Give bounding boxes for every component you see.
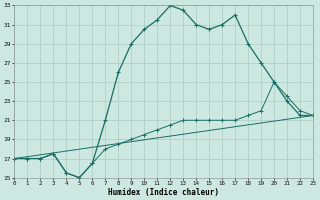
X-axis label: Humidex (Indice chaleur): Humidex (Indice chaleur) [108,188,219,197]
